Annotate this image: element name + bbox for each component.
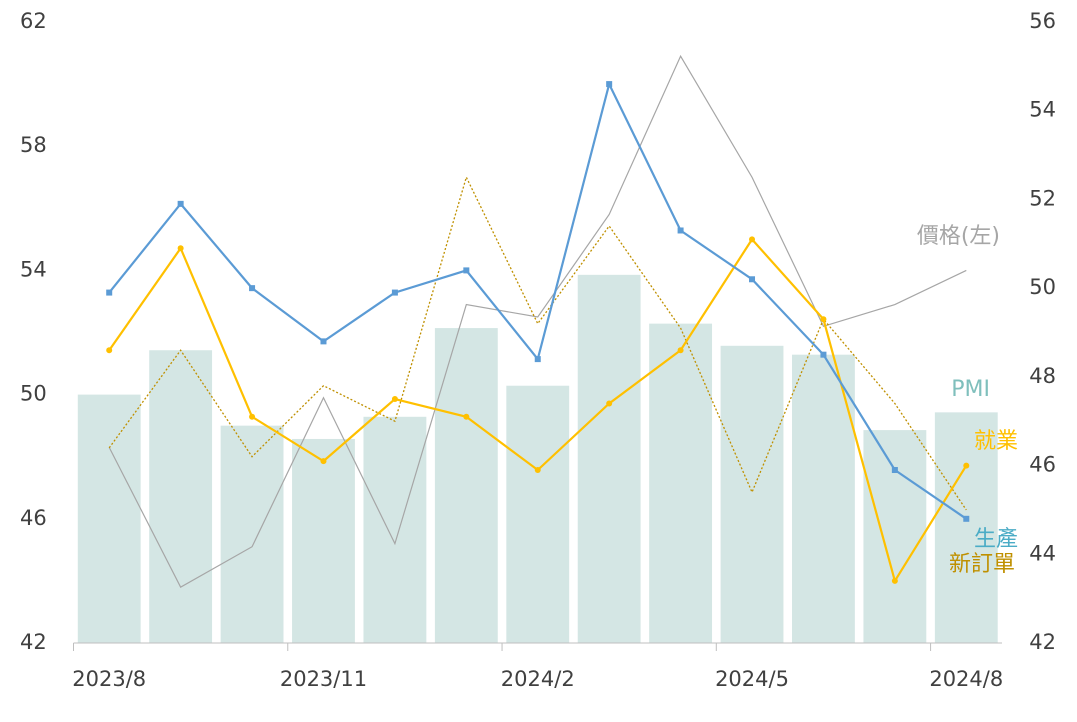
x-tick-label: 2023/11 [280,667,367,691]
point [106,347,113,354]
point [677,227,684,234]
series-label: 新訂單 [949,552,1015,577]
series-line [108,54,967,588]
y-tick-label: 42 [20,630,47,654]
point [463,413,470,420]
point [891,577,898,584]
x-tick-label: 2024/2 [501,667,575,691]
y-tick-label: 58 [20,133,47,157]
y2-tick-label: 50 [1029,275,1056,299]
point [391,396,398,403]
point [177,245,184,252]
point [606,81,613,88]
bar [720,345,784,643]
point [606,400,613,407]
point [891,467,898,474]
point [820,351,827,358]
point [249,413,256,420]
point [820,316,827,323]
bar [934,412,998,643]
bar [77,394,141,643]
point [534,467,541,474]
bar [649,323,713,643]
series-label: 生產 [974,527,1018,552]
x-tick-label: 2024/8 [929,667,1003,691]
bar [577,274,641,643]
point [249,285,256,292]
bar [506,385,570,643]
point [749,236,756,243]
y-tick-label: 62 [20,9,47,33]
bar [434,328,498,643]
series-label: 價格(左) [917,224,1000,249]
series-line [108,175,967,511]
y2-tick-label: 56 [1029,9,1056,33]
y2-tick-label: 44 [1029,541,1056,565]
point [677,347,684,354]
series-label: PMI [951,377,990,402]
point [106,289,113,296]
y-tick-label: 50 [20,382,47,406]
series-label: 就業 [974,429,1018,454]
point [963,515,970,522]
bar [292,438,355,643]
y2-tick-label: 48 [1029,364,1056,388]
y2-tick-label: 42 [1029,630,1056,654]
point [391,289,398,296]
bar [792,354,855,643]
y2-tick-label: 52 [1029,186,1056,210]
y2-tick-label: 46 [1029,453,1056,477]
point [320,458,327,465]
point [534,356,541,363]
point [963,462,970,469]
point [463,267,470,274]
bar [149,350,213,643]
bar [863,430,927,643]
y-tick-label: 54 [20,257,47,281]
bar [363,416,427,643]
y2-tick-label: 54 [1029,98,1056,122]
x-tick-label: 2023/8 [72,667,146,691]
bar [220,425,284,643]
point [320,338,327,345]
x-tick-label: 2024/5 [715,667,789,691]
point [177,200,184,207]
y-tick-label: 46 [20,506,47,530]
point [749,276,756,283]
